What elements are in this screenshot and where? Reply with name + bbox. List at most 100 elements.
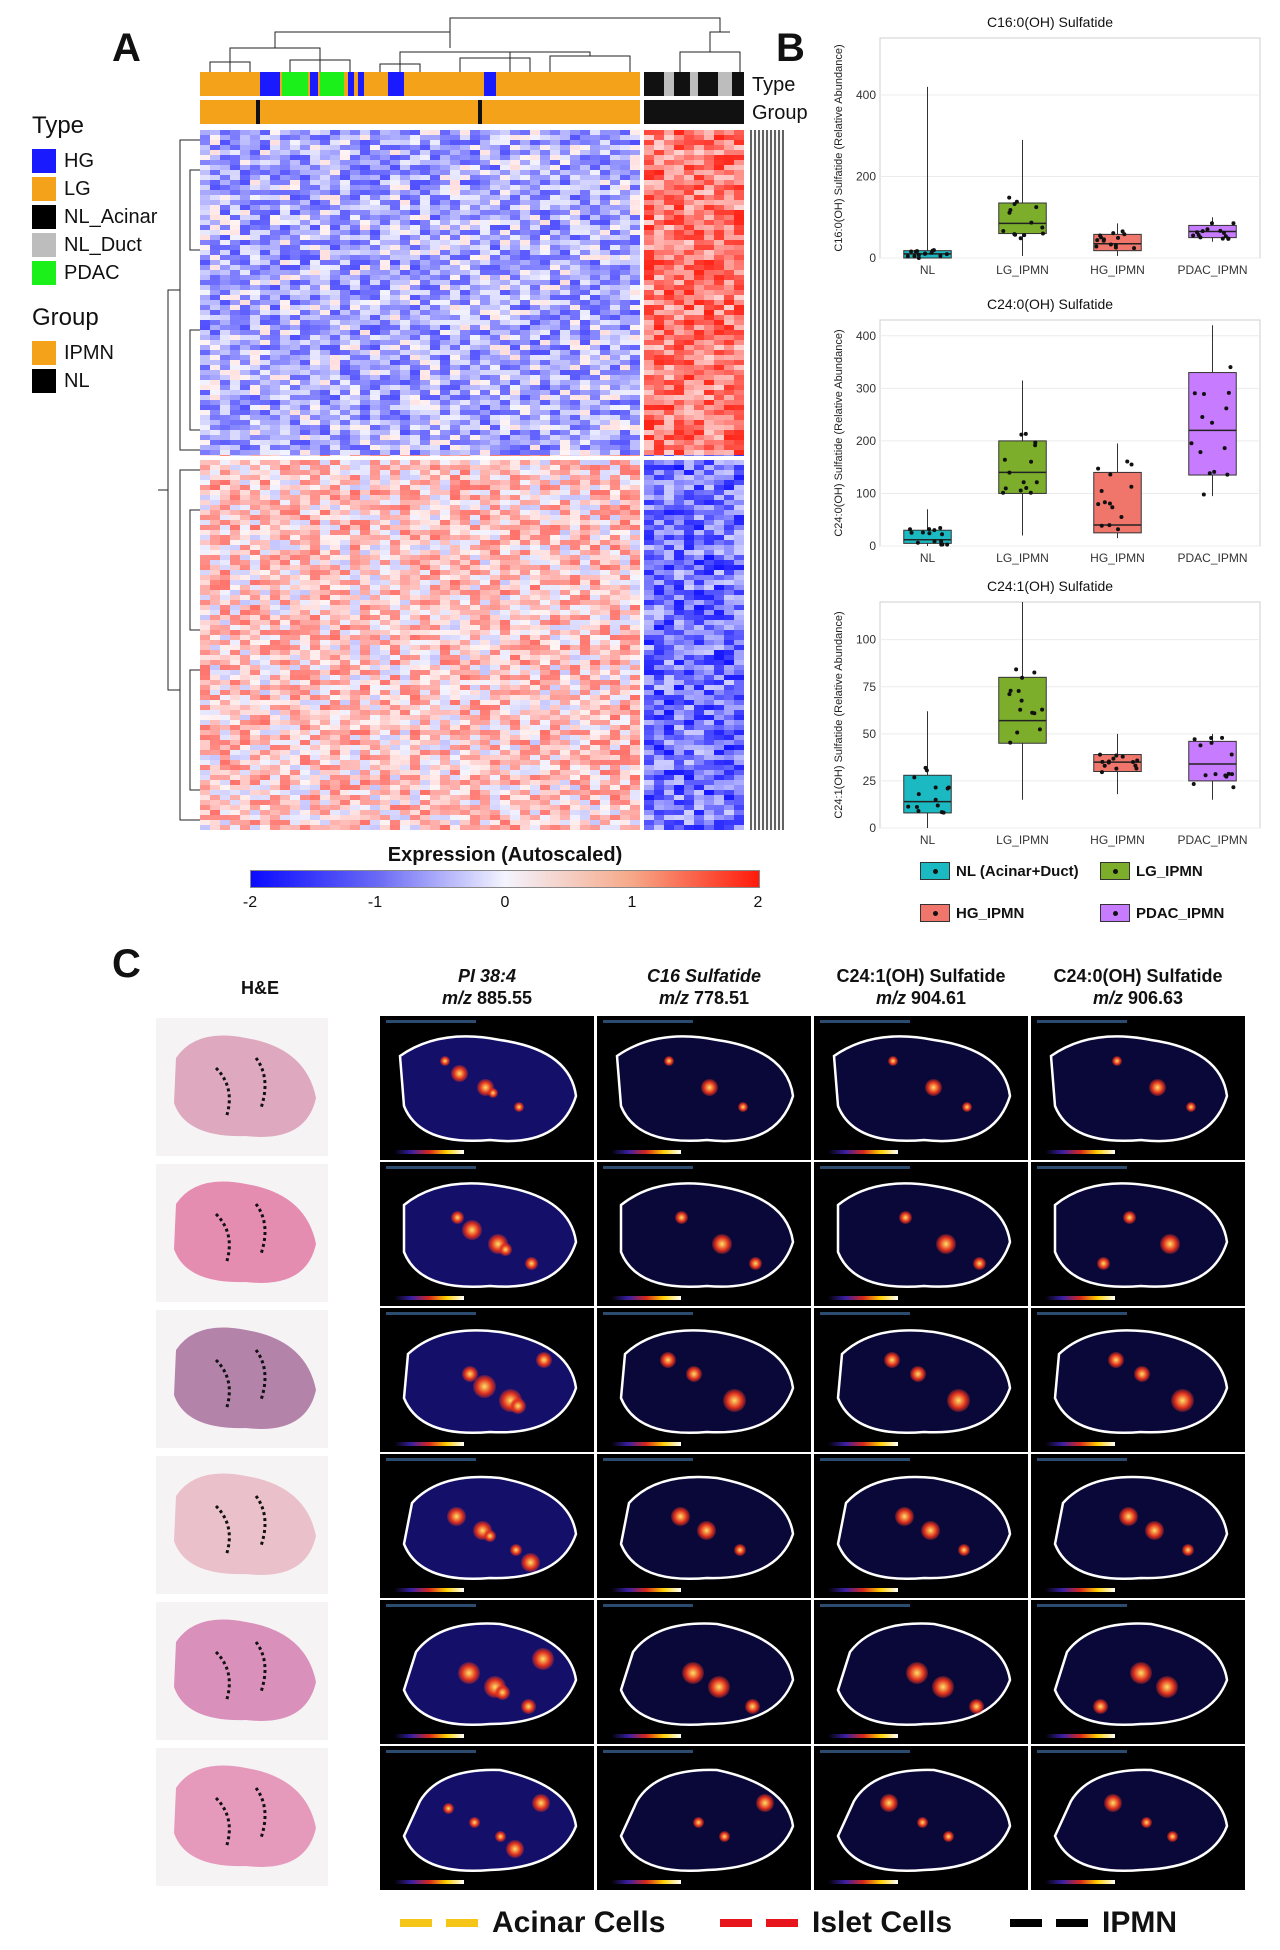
- heatmap-cell: [250, 255, 261, 261]
- heatmap-cell: [500, 170, 511, 176]
- heatmap-cell: [520, 200, 531, 206]
- heatmap-cell: [210, 260, 221, 266]
- heatmap-cell: [210, 245, 221, 251]
- heatmap-cell: [230, 205, 241, 211]
- heatmap-cell: [610, 210, 621, 216]
- heatmap-cell: [230, 175, 241, 181]
- heatmap-cell: [510, 205, 521, 211]
- heatmap-cell: [250, 220, 261, 226]
- heatmap-cell: [480, 225, 491, 231]
- heatmap-cell: [490, 205, 501, 211]
- heatmap-cell: [580, 235, 591, 241]
- heatmap-cell: [230, 250, 241, 256]
- heatmap-cell: [540, 240, 551, 246]
- heatmap-cell: [230, 235, 241, 241]
- heatmap-cell: [500, 210, 511, 216]
- heatmap-cell: [240, 155, 251, 161]
- heatmap-cell: [350, 185, 361, 191]
- heatmap-cell: [550, 180, 561, 186]
- heatmap-cell: [590, 160, 601, 166]
- heatmap-cell: [540, 160, 551, 166]
- heatmap-cell: [580, 220, 591, 226]
- heatmap-cell: [620, 215, 631, 221]
- heatmap-cell: [540, 250, 551, 256]
- heatmap-cell: [360, 200, 371, 206]
- heatmap-cell: [340, 145, 351, 151]
- heatmap-cell: [520, 220, 531, 226]
- heatmap-cell: [550, 185, 561, 191]
- heatmap-cell: [370, 205, 381, 211]
- heatmap-cell: [570, 200, 581, 206]
- heatmap-cell: [630, 145, 640, 151]
- heatmap-cell: [460, 250, 471, 256]
- heatmap-cell: [600, 245, 611, 251]
- heatmap-cell: [530, 175, 541, 181]
- heatmap-cell: [220, 135, 231, 141]
- heatmap-cell: [340, 190, 351, 196]
- heatmap-cell: [220, 130, 231, 136]
- heatmap-cell: [340, 195, 351, 201]
- heatmap-cell: [380, 215, 391, 221]
- heatmap-cell: [280, 195, 291, 201]
- heatmap-cell: [580, 245, 591, 251]
- heatmap-cell: [200, 175, 211, 181]
- heatmap-cell: [510, 160, 521, 166]
- heatmap-cell: [630, 190, 640, 196]
- heatmap-cell: [550, 150, 561, 156]
- heatmap-cell: [590, 255, 601, 261]
- heatmap-cell: [480, 230, 491, 236]
- heatmap-cell: [340, 230, 351, 236]
- heatmap-cell: [580, 225, 591, 231]
- heatmap-cell: [600, 255, 611, 261]
- heatmap-cell: [590, 130, 601, 136]
- heatmap-cell: [420, 145, 431, 151]
- heatmap-cell: [350, 150, 361, 156]
- heatmap-cell: [320, 200, 331, 206]
- heatmap-cell: [230, 230, 241, 236]
- heatmap-cell: [500, 185, 511, 191]
- heatmap-cell: [460, 220, 471, 226]
- heatmap-cell: [450, 130, 461, 136]
- heatmap-cell: [310, 195, 321, 201]
- heatmap-cell: [200, 245, 211, 251]
- heatmap-cell: [340, 255, 351, 261]
- heatmap-cell: [290, 160, 301, 166]
- heatmap-cell: [360, 215, 371, 221]
- heatmap-cell: [540, 155, 551, 161]
- heatmap-cell: [350, 210, 361, 216]
- heatmap-cell: [410, 210, 421, 216]
- heatmap-cell: [610, 130, 621, 136]
- heatmap-cell: [580, 210, 591, 216]
- heatmap-cell: [450, 140, 461, 146]
- heatmap-cell: [580, 165, 591, 171]
- heatmap-cell: [200, 250, 211, 256]
- heatmap-cell: [560, 135, 571, 141]
- heatmap-cell: [560, 235, 571, 241]
- heatmap-cell: [290, 205, 301, 211]
- heatmap-cell: [520, 165, 531, 171]
- heatmap-cell: [230, 190, 241, 196]
- heatmap-cell: [240, 190, 251, 196]
- heatmap-cell: [470, 200, 481, 206]
- heatmap-cell: [290, 235, 301, 241]
- heatmap-cell: [260, 155, 271, 161]
- heatmap-cell: [400, 160, 411, 166]
- heatmap-cell: [270, 235, 281, 241]
- heatmap-cell: [530, 225, 541, 231]
- heatmap-cell: [340, 140, 351, 146]
- legend-item: NL: [32, 368, 90, 394]
- heatmap-cell: [290, 155, 301, 161]
- heatmap-cell: [280, 215, 291, 221]
- legend-swatch: [32, 149, 56, 173]
- heatmap-cell: [420, 200, 431, 206]
- heatmap-cell: [540, 195, 551, 201]
- heatmap-cell: [630, 230, 640, 236]
- heatmap-cell: [380, 200, 391, 206]
- heatmap-cell: [410, 195, 421, 201]
- heatmap-cell: [300, 185, 311, 191]
- heatmap-cell: [530, 240, 541, 246]
- heatmap-cell: [260, 160, 271, 166]
- heatmap-cell: [240, 140, 251, 146]
- heatmap-cell: [270, 240, 281, 246]
- heatmap-cell: [490, 175, 501, 181]
